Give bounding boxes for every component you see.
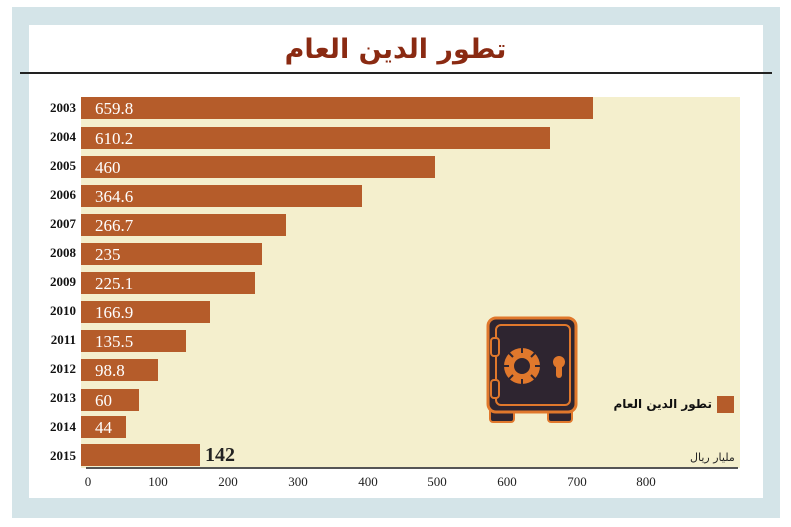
title-divider <box>20 72 772 74</box>
bar-2004: 610.2 <box>81 127 550 149</box>
x-tick: 200 <box>218 474 238 489</box>
legend-swatch <box>717 396 734 413</box>
x-tick: 700 <box>567 474 587 489</box>
bar-2008: 235 <box>81 243 262 265</box>
x-tick: 100 <box>148 474 168 489</box>
legend-label: تطور الدين العام <box>613 397 712 411</box>
bar-value: 610.2 <box>95 129 134 148</box>
bar-value: 659.8 <box>95 99 134 118</box>
x-tick: 300 <box>288 474 308 489</box>
year-label: 2010 <box>50 303 76 318</box>
year-label: 2009 <box>50 274 76 289</box>
x-tick: 600 <box>497 474 517 489</box>
bar-value: 460 <box>95 158 121 177</box>
year-label: 2008 <box>50 245 76 260</box>
bar-value: 44 <box>95 418 112 437</box>
bar-2015 <box>81 444 200 466</box>
year-label: 2004 <box>50 129 76 144</box>
year-label: 2005 <box>50 158 76 173</box>
bar-2013: 60 <box>81 389 139 411</box>
bar-2003: 659.8 <box>81 97 593 119</box>
x-tick: 800 <box>636 474 656 489</box>
bar-value: 266.7 <box>95 216 134 235</box>
bar-value: 60 <box>95 391 112 410</box>
year-label: 2011 <box>50 332 76 347</box>
safe-icon <box>486 316 578 423</box>
year-label: 2015 <box>50 448 76 463</box>
bar-value: 98.8 <box>95 361 125 380</box>
year-label: 2003 <box>50 100 76 115</box>
unit-label: مليار ريال <box>690 451 735 464</box>
bar-2012: 98.8 <box>81 359 158 381</box>
bar-value: 225.1 <box>95 274 134 293</box>
bar-2011: 135.5 <box>81 330 186 352</box>
bar-2014: 44 <box>81 416 126 438</box>
bar-2005: 460 <box>81 156 435 178</box>
bar-2007: 266.7 <box>81 214 286 236</box>
chart-title: تطور الدين العام <box>284 34 507 65</box>
year-label: 2007 <box>50 216 76 231</box>
bar-value: 166.9 <box>95 303 134 322</box>
bar-value-2015: 142 <box>205 444 235 466</box>
bar-2009: 225.1 <box>81 272 255 294</box>
year-label: 2013 <box>50 390 76 405</box>
year-label: 2012 <box>50 361 76 376</box>
bar-value: 235 <box>95 245 121 264</box>
bar-2006: 364.6 <box>81 185 362 207</box>
year-label: 2006 <box>50 187 76 202</box>
x-tick: 0 <box>84 474 92 489</box>
x-tick: 500 <box>427 474 447 489</box>
bar-value: 135.5 <box>95 332 134 351</box>
year-label: 2014 <box>50 419 76 434</box>
bar-2010: 166.9 <box>81 301 210 323</box>
x-tick: 400 <box>358 474 378 489</box>
bar-value: 364.6 <box>95 187 134 206</box>
x-axis-line <box>86 467 738 469</box>
